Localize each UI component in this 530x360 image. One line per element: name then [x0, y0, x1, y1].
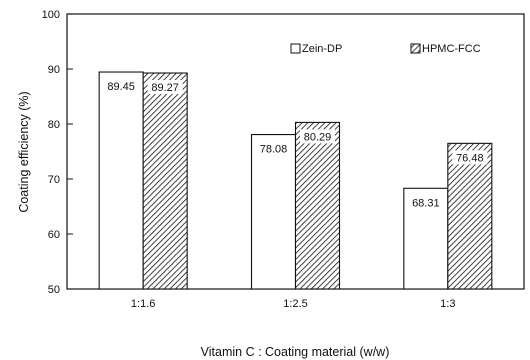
bar-zein-dp-1-3 [403, 187, 449, 290]
data-label-background [300, 129, 335, 144]
x-tick-label: 1:3 [440, 298, 455, 310]
bar-zein-dp-1-2-5 [250, 134, 297, 290]
legend-swatch-hpmc-fcc [410, 43, 421, 54]
data-labels-group: 89.45 89.27 78.08 80.29 68.31 76.48 [107, 80, 488, 209]
y-tick-label: 100 [42, 9, 60, 21]
x-tick-label: 1:1.6 [131, 298, 155, 310]
bar-zein-dp-1-1-6 [98, 71, 144, 290]
data-label: 89.45 [107, 81, 135, 93]
y-axis-title: Coating efficiency (%) [17, 91, 31, 212]
data-label-background [452, 150, 488, 165]
y-tick-label: 70 [48, 174, 60, 186]
y-tick-label: 90 [48, 64, 60, 76]
y-tick-label: 50 [48, 284, 60, 296]
y-axis: 50 60 70 80 90 100 [42, 9, 73, 296]
data-label-background [147, 80, 183, 95]
bars-group [98, 71, 493, 290]
data-label: 89.27 [151, 82, 179, 94]
bar-hpmc-fcc-1-2-5 [294, 121, 341, 290]
x-axis-title: Vitamin C : Coating material (w/w) [201, 345, 390, 359]
bar-hpmc-fcc-1-3 [447, 142, 493, 290]
legend-label-zein-dp: Zein-DP [302, 43, 342, 55]
x-tick-label: 1:2.5 [283, 298, 307, 310]
bar-hpmc-fcc-1-1-6 [142, 72, 188, 290]
y-tick-label: 60 [48, 229, 60, 241]
data-label: 80.29 [304, 131, 332, 143]
data-label: 68.31 [412, 197, 440, 209]
legend-swatch-zein-dp [290, 43, 301, 54]
x-axis: 1:1.6 1:2.5 1:3 [131, 283, 455, 310]
legend-label-hpmc-fcc: HPMC-FCC [422, 43, 481, 55]
legend: Zein-DP HPMC-FCC [290, 43, 481, 55]
data-label: 76.48 [456, 152, 484, 164]
y-tick-label: 80 [48, 119, 60, 131]
data-label: 78.08 [260, 144, 288, 156]
